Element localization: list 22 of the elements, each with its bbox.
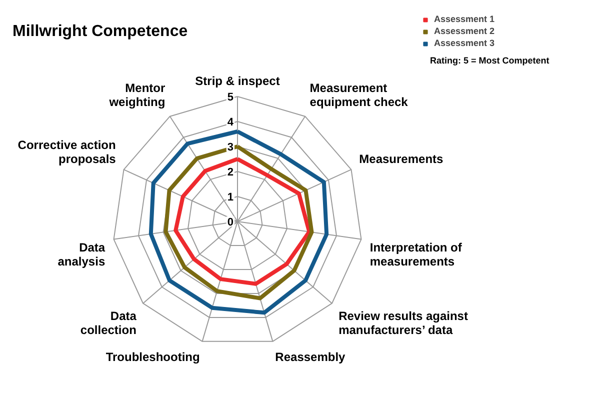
spoke-label: Measurements	[359, 152, 444, 166]
spoke-label: Strip & inspect	[195, 74, 280, 88]
spoke-label: Troubleshooting	[106, 350, 200, 364]
chart-title: Millwright Competence	[12, 23, 188, 40]
spoke-label: Data analysis	[58, 240, 106, 269]
text: Rating: 5 = Most Competent	[430, 55, 550, 66]
spoke-label: Mentor weighting	[108, 80, 166, 109]
y-tick-label: 2	[227, 166, 234, 178]
spoke-label: Corrective action proposals	[18, 138, 116, 166]
spoke-label: Data collection	[80, 309, 137, 338]
spoke-label: Reassembly	[275, 350, 346, 364]
spoke-label: Review results against manufacturers’ data	[338, 309, 468, 338]
y-tick-label: 4	[227, 116, 234, 128]
spoke-label: Measurement equipment check	[310, 80, 408, 109]
y-tick-label: 3	[227, 142, 234, 154]
spoke-label: Interpretation of measurements	[370, 240, 463, 269]
y-tick-label: 1	[227, 192, 234, 204]
y-tick-label: 5	[227, 92, 234, 104]
legend-label: Assessment 1	[434, 14, 495, 24]
legend-label: Assessment 3	[434, 38, 495, 48]
legend-label: Assessment 2	[434, 26, 495, 36]
y-tick-label: 0	[227, 216, 234, 228]
